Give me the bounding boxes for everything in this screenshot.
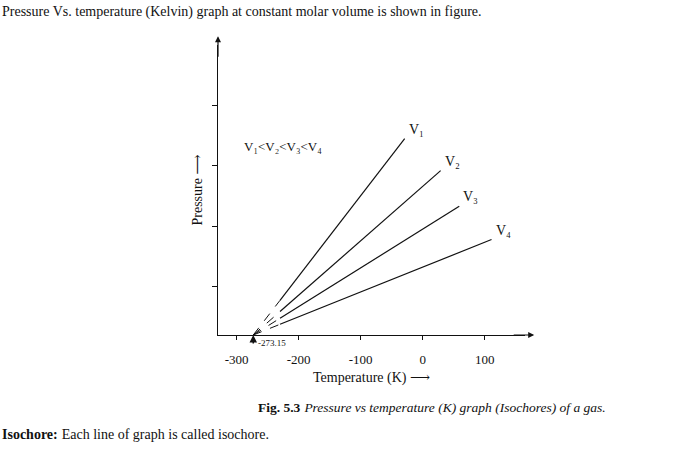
- svg-text:V₄: V₄: [496, 223, 511, 238]
- svg-text:-200: -200: [287, 352, 311, 367]
- html-text:Isochore: Each line of graph i: Isochore: Each line of graph is called i…: [2, 427, 269, 442]
- svg-text:-300: -300: [225, 352, 249, 367]
- svg-text:Pressure ⟶: Pressure ⟶: [190, 154, 205, 225]
- html-text:Fig. 5.3 Pressure vs temperatu: Fig. 5.3 Pressure vs temperature (K) gra…: [258, 400, 606, 415]
- svg-text:V₁<V₂<V₃<V₄: V₁<V₂<V₃<V₄: [244, 139, 322, 154]
- svg-text:V₂: V₂: [445, 154, 460, 169]
- svg-text:-273.15: -273.15: [258, 338, 286, 348]
- svg-text:0: 0: [419, 352, 426, 367]
- html-text:Pressure Vs. temperature (Kelv: Pressure Vs. temperature (Kelvin) graph …: [2, 4, 482, 19]
- svg-text:100: 100: [475, 352, 495, 367]
- svg-text:-100: -100: [349, 352, 373, 367]
- svg-text:V₁: V₁: [409, 122, 424, 137]
- svg-text:Temperature (K) ⟶: Temperature (K) ⟶: [313, 370, 430, 386]
- svg-text:V₃: V₃: [463, 189, 478, 204]
